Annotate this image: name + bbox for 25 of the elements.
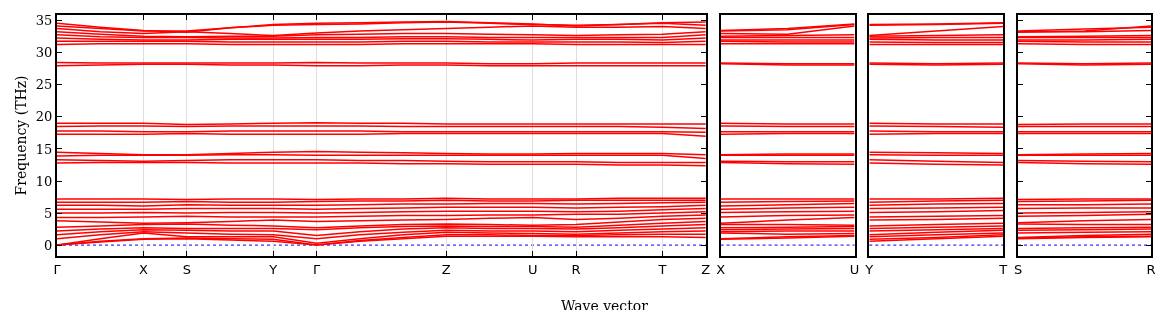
y-axis-title: Frequency (THz) [12,75,29,196]
y-tick-label: 5 [44,205,53,221]
x-tick-label: U [528,261,538,277]
y-tick-label: 0 [44,237,53,253]
x-tick-label: Z [701,261,711,277]
x-tick-label: U [849,261,860,277]
x-tick-label: T [998,261,1008,277]
x-tick-label: S [1013,261,1023,277]
x-tick-label: X [716,261,726,277]
y-tick-label: 35 [35,13,53,29]
x-tick-label: T [657,261,667,277]
y-tick-label: 30 [35,45,53,61]
x-tick-label: Y [268,261,278,277]
x-tick-label: Y [864,261,874,277]
x-tick-label: X [139,261,149,277]
y-tick-label: 10 [35,173,53,189]
x-tick-label: Γ [312,261,321,277]
x-tick-label: Γ [53,261,62,277]
x-tick-label: R [1146,261,1156,277]
x-tick-label: S [182,261,191,277]
x-tick-label: R [571,261,581,277]
y-tick-label: 15 [35,141,53,157]
x-tick-label: Z [441,261,451,277]
y-tick-label: 20 [35,109,53,125]
y-tick-label: 25 [35,77,53,93]
